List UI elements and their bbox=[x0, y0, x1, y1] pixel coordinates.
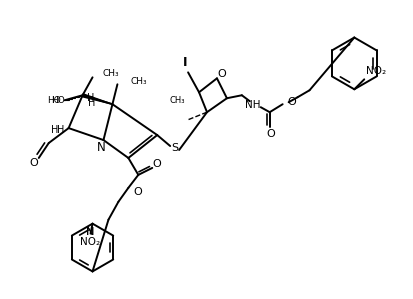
Text: N: N bbox=[97, 141, 106, 153]
Text: H: H bbox=[87, 93, 94, 103]
Text: NO₂: NO₂ bbox=[80, 237, 100, 247]
Text: O: O bbox=[217, 69, 226, 79]
Text: O: O bbox=[266, 129, 274, 139]
Text: NO₂: NO₂ bbox=[365, 66, 385, 76]
Text: I: I bbox=[183, 56, 187, 69]
Text: N: N bbox=[86, 227, 95, 237]
Text: O: O bbox=[29, 158, 38, 168]
Text: CH₃: CH₃ bbox=[169, 96, 185, 105]
Text: O: O bbox=[287, 97, 296, 107]
Text: CH₃: CH₃ bbox=[130, 77, 147, 86]
Text: HO: HO bbox=[51, 96, 64, 105]
Polygon shape bbox=[82, 94, 112, 104]
Text: H: H bbox=[51, 125, 59, 135]
Text: NH: NH bbox=[244, 100, 260, 110]
Text: S: S bbox=[171, 143, 178, 153]
Text: CH₃: CH₃ bbox=[102, 69, 119, 78]
Text: HO: HO bbox=[47, 96, 61, 105]
Text: H: H bbox=[57, 125, 64, 135]
Text: O: O bbox=[133, 187, 142, 197]
Text: H: H bbox=[88, 98, 95, 108]
Text: N: N bbox=[86, 227, 95, 237]
Text: O: O bbox=[152, 159, 161, 169]
